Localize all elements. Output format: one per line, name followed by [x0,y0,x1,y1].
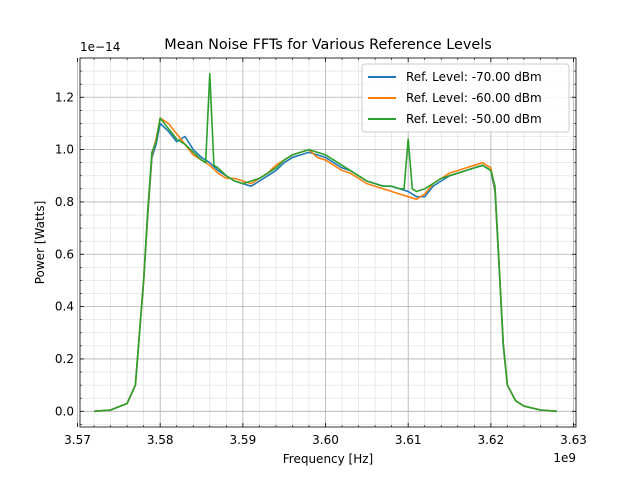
x-tick-label: 3.59 [229,433,256,447]
series-layer [93,72,558,413]
y-offset-label: 1e−14 [80,40,120,54]
x-tick-label: 3.58 [147,433,174,447]
plot-frame [79,57,577,428]
x-tick-label: 3.62 [477,433,504,447]
x-tick-label: 3.57 [64,433,91,447]
tick-layer: 3.57 3.58 3.59 3.60 3.61 3.62 3.63 0.0 0.2 0.4 0.6… [55,57,587,447]
chart-title: Mean Noise FFTs for Various Reference Le… [164,37,491,53]
x-tick-label: 3.61 [395,433,422,447]
x-axis-label: Frequency [Hz] [283,452,374,466]
series-line-1 [93,117,558,413]
legend-label-ref-50: Ref. Level: -50.00 dBm [406,112,542,126]
y-tick-label: 0.4 [55,300,74,314]
y-tick-label: 0.2 [55,352,74,366]
x-tick-label: 3.60 [312,433,339,447]
y-tick-label: 0.8 [55,195,74,209]
y-tick-label: 1.2 [55,90,74,104]
y-tick-label: 1.0 [55,143,74,157]
legend-label-ref-70: Ref. Level: -70.00 dBm [406,70,542,84]
x-offset-label: 1e9 [553,451,576,465]
y-tick-label: 0.6 [55,247,74,261]
plot-area [93,72,558,413]
y-tick-label: 0.0 [55,404,74,418]
legend-box [361,63,570,133]
x-tick-label: 3.63 [560,433,587,447]
legend: Ref. Level: -70.00 dBm Ref. Level: -60.0… [361,63,570,133]
y-axis-label: Power [Watts] [33,201,47,285]
legend-label-ref-60: Ref. Level: -60.00 dBm [406,91,542,105]
series-line-2 [93,72,558,413]
